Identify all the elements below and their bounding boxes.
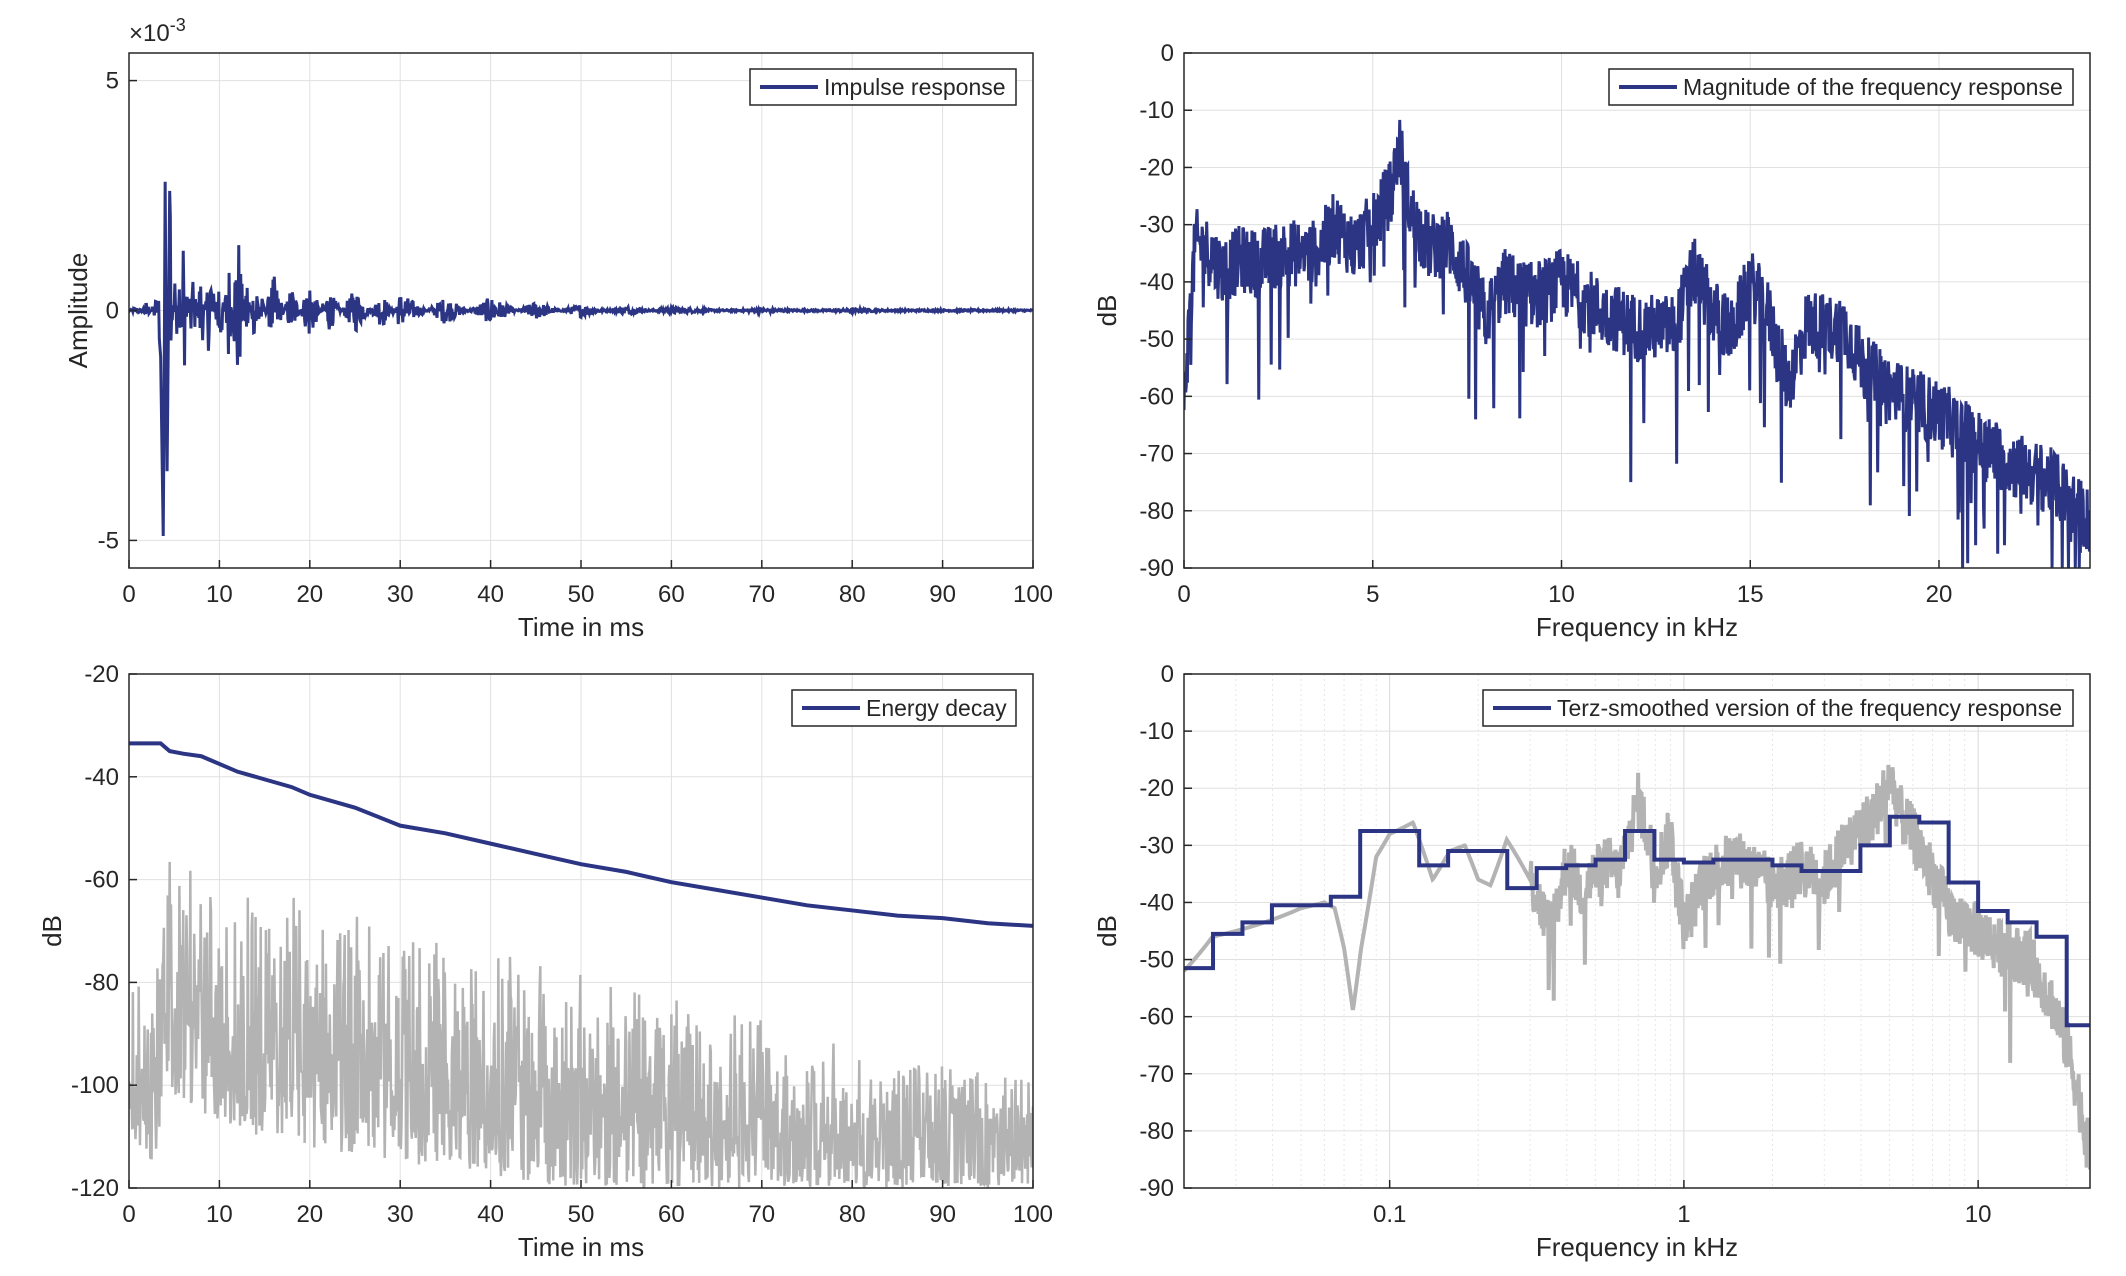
y-axis-label: dB bbox=[37, 915, 67, 947]
x-tick-label: 0 bbox=[122, 581, 135, 608]
series-energy-decay bbox=[129, 741, 1033, 928]
x-tick-label: 80 bbox=[839, 581, 866, 608]
exponent-label: ×10-3 bbox=[129, 15, 186, 47]
legend-label: Energy decay bbox=[866, 695, 1007, 721]
series-energy-raw bbox=[129, 861, 1033, 1188]
axes-box bbox=[1183, 673, 2091, 1189]
legend-box bbox=[1482, 689, 2074, 727]
x-tick-label: 30 bbox=[387, 581, 414, 608]
y-tick-label: 5 bbox=[106, 68, 119, 95]
x-tick-label: 20 bbox=[296, 1201, 323, 1228]
chart-magnitude: 0 5 10 15 20 0 -10 -20 -30 -40 -50 -60 -70 -80 -90 Freq… bbox=[1092, 40, 2091, 642]
y-tick-label: -70 bbox=[1139, 1061, 1174, 1088]
legend-label: Terz-smoothed version of the frequency r… bbox=[1557, 695, 2062, 721]
y-tick-label: -70 bbox=[1139, 441, 1174, 468]
y-tick-label: -30 bbox=[1139, 832, 1174, 859]
series-terz-smoothed bbox=[1184, 814, 2090, 1028]
x-tick-label: 40 bbox=[477, 1201, 504, 1228]
exponent-base: ×10 bbox=[129, 20, 170, 47]
x-tick-label: 20 bbox=[1926, 581, 1953, 608]
y-tick-label: -100 bbox=[71, 1072, 119, 1099]
y-tick-label: 0 bbox=[1161, 40, 1174, 67]
x-tick-label: 15 bbox=[1737, 581, 1764, 608]
y-tick-label: -20 bbox=[1139, 775, 1174, 802]
x-tick-label: 50 bbox=[568, 1201, 595, 1228]
y-tick-label: -50 bbox=[1139, 947, 1174, 974]
series-impulse bbox=[129, 181, 1033, 537]
x-tick-label: 20 bbox=[296, 581, 323, 608]
x-tick-label: 80 bbox=[839, 1201, 866, 1228]
chart-energy: 0 10 20 30 40 50 60 70 80 90 100 -20 -40 -60 -80 -100 -1… bbox=[37, 661, 1053, 1262]
plot-area bbox=[1184, 53, 2090, 568]
x-tick-label: 10 bbox=[206, 1201, 233, 1228]
x-tick-label: 0.1 bbox=[1373, 1201, 1406, 1228]
x-axis-label: Frequency in kHz bbox=[1536, 1232, 1738, 1262]
exponent-power: -3 bbox=[170, 15, 186, 35]
series-terz-raw bbox=[1184, 764, 2090, 1170]
data-layer bbox=[1184, 764, 2090, 1170]
x-tick-label: 70 bbox=[748, 581, 775, 608]
y-tick-label: -40 bbox=[84, 764, 119, 791]
y-tick-label: -80 bbox=[84, 969, 119, 996]
x-tick-label: 30 bbox=[387, 1201, 414, 1228]
y-tick-label: -60 bbox=[84, 867, 119, 894]
y-tick-label: -120 bbox=[71, 1175, 119, 1202]
x-tick-label: 1 bbox=[1677, 1201, 1690, 1228]
x-tick-label: 60 bbox=[658, 581, 685, 608]
data-layer bbox=[129, 181, 1033, 537]
legend-label: Magnitude of the frequency response bbox=[1683, 74, 2063, 100]
y-axis-label: Amplitude bbox=[63, 253, 93, 369]
x-tick-label: 100 bbox=[1013, 581, 1053, 608]
y-axis-label: dB bbox=[1092, 295, 1122, 327]
legend-label: Impulse response bbox=[824, 74, 1006, 100]
legend: Terz-smoothed version of the frequency r… bbox=[1482, 689, 2074, 727]
legend: Energy decay bbox=[791, 689, 1017, 727]
x-tick-label: 60 bbox=[658, 1201, 685, 1228]
x-axis-label: Time in ms bbox=[518, 612, 644, 642]
x-axis-label: Frequency in kHz bbox=[1536, 612, 1738, 642]
y-tick-label: -10 bbox=[1139, 718, 1174, 745]
x-tick-label: 50 bbox=[568, 581, 595, 608]
legend: Impulse response bbox=[749, 68, 1017, 106]
y-tick-label: -5 bbox=[98, 527, 119, 554]
series-magnitude bbox=[1184, 119, 2090, 568]
data-layer bbox=[1184, 119, 2090, 568]
x-axis-label: Time in ms bbox=[518, 1232, 644, 1262]
x-tick-label: 90 bbox=[929, 1201, 956, 1228]
legend-box bbox=[1608, 68, 2074, 106]
y-tick-label: -50 bbox=[1139, 326, 1174, 353]
y-tick-label: -60 bbox=[1139, 383, 1174, 410]
y-tick-label: -80 bbox=[1139, 1118, 1174, 1145]
y-tick-label: -40 bbox=[1139, 889, 1174, 916]
y-tick-label: -60 bbox=[1139, 1004, 1174, 1031]
y-axis-label: dB bbox=[1092, 915, 1122, 947]
x-tick-label: 10 bbox=[1965, 1201, 1992, 1228]
y-tick-label: -90 bbox=[1139, 1175, 1174, 1202]
x-tick-label: 5 bbox=[1366, 581, 1379, 608]
chart-terz: 0.1 1 10 0 -10 -20 -30 -40 -50 -60 -70 -80 -90 Freque… bbox=[1092, 661, 2091, 1262]
x-tick-label: 0 bbox=[1177, 581, 1190, 608]
y-tick-label: 0 bbox=[106, 298, 119, 325]
x-tick-label: 90 bbox=[929, 581, 956, 608]
x-tick-label: 10 bbox=[206, 581, 233, 608]
y-tick-label: 0 bbox=[1161, 661, 1174, 688]
y-tick-label: -20 bbox=[1139, 154, 1174, 181]
y-tick-label: -80 bbox=[1139, 498, 1174, 525]
legend: Magnitude of the frequency response bbox=[1608, 68, 2074, 106]
y-tick-label: -30 bbox=[1139, 212, 1174, 239]
data-layer bbox=[129, 741, 1033, 1188]
x-tick-label: 0 bbox=[122, 1201, 135, 1228]
axes-box bbox=[1183, 52, 2091, 569]
y-tick-label: -90 bbox=[1139, 555, 1174, 582]
x-tick-label: 10 bbox=[1548, 581, 1575, 608]
y-tick-label: -20 bbox=[84, 661, 119, 688]
x-tick-label: 100 bbox=[1013, 1201, 1053, 1228]
y-tick-label: -10 bbox=[1139, 97, 1174, 124]
x-tick-label: 70 bbox=[748, 1201, 775, 1228]
y-tick-label: -40 bbox=[1139, 269, 1174, 296]
x-tick-label: 40 bbox=[477, 581, 504, 608]
